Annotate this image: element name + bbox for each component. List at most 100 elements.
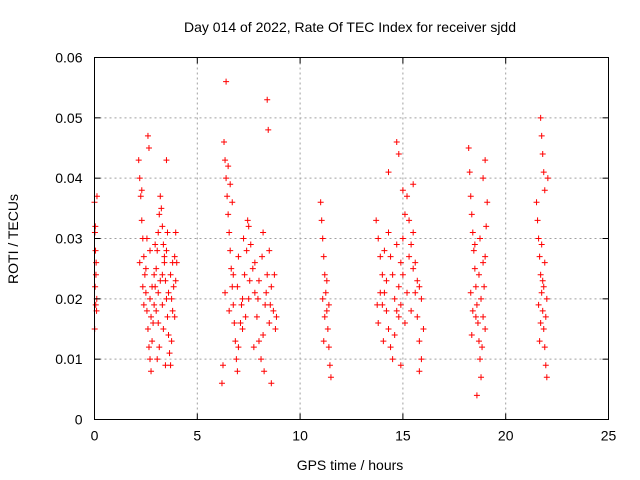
data-point bbox=[406, 217, 413, 224]
data-point bbox=[253, 313, 260, 320]
data-point bbox=[268, 283, 275, 290]
data-point bbox=[163, 295, 170, 302]
data-point bbox=[399, 235, 406, 242]
y-tick-label: 0.05 bbox=[55, 110, 82, 126]
data-point bbox=[159, 271, 166, 278]
data-point bbox=[379, 271, 386, 278]
data-point bbox=[226, 307, 233, 314]
data-point bbox=[231, 319, 238, 326]
data-point bbox=[540, 326, 547, 332]
data-point bbox=[92, 247, 99, 254]
data-point bbox=[160, 241, 167, 248]
data-point bbox=[391, 295, 398, 302]
data-point bbox=[468, 211, 475, 218]
data-point bbox=[224, 193, 231, 200]
data-point bbox=[320, 253, 327, 260]
y-tick-label: 0.03 bbox=[55, 231, 82, 247]
data-point bbox=[265, 126, 272, 133]
data-point bbox=[226, 229, 233, 236]
data-point bbox=[235, 344, 242, 351]
data-point bbox=[321, 271, 328, 278]
data-point bbox=[157, 193, 164, 200]
data-point bbox=[149, 338, 156, 345]
data-point bbox=[474, 319, 481, 326]
y-tick-label: 0.06 bbox=[55, 50, 82, 66]
data-point bbox=[399, 271, 406, 278]
data-point bbox=[170, 283, 177, 290]
data-point bbox=[165, 289, 172, 296]
data-point bbox=[380, 338, 387, 345]
data-point bbox=[479, 344, 486, 351]
data-point bbox=[162, 362, 169, 369]
data-point bbox=[225, 163, 232, 170]
data-point bbox=[263, 289, 270, 296]
y-axis-label: ROTI / TECUs bbox=[5, 194, 21, 284]
data-point bbox=[416, 283, 423, 290]
data-point bbox=[218, 380, 225, 387]
data-point bbox=[165, 332, 172, 339]
data-point bbox=[467, 289, 474, 296]
y-tick-label: 0.01 bbox=[55, 351, 82, 367]
data-point bbox=[234, 368, 241, 375]
data-point bbox=[155, 289, 162, 296]
data-point bbox=[472, 313, 479, 320]
data-point bbox=[154, 356, 161, 363]
data-point bbox=[397, 362, 404, 369]
x-tick-label: 0 bbox=[91, 428, 99, 444]
data-point bbox=[408, 241, 415, 248]
data-point bbox=[319, 295, 326, 302]
data-point bbox=[164, 313, 171, 320]
x-tick-label: 20 bbox=[498, 428, 514, 444]
data-point bbox=[319, 235, 326, 242]
data-point bbox=[389, 356, 396, 363]
data-point bbox=[469, 307, 476, 314]
data-point bbox=[139, 283, 146, 290]
data-point bbox=[540, 169, 547, 176]
data-point bbox=[255, 277, 262, 284]
data-point bbox=[145, 145, 152, 151]
data-point bbox=[244, 217, 251, 224]
data-point bbox=[232, 338, 239, 345]
data-point bbox=[385, 169, 392, 176]
data-point bbox=[471, 241, 478, 248]
data-point bbox=[542, 362, 549, 369]
data-point bbox=[255, 338, 262, 345]
data-point bbox=[228, 265, 235, 272]
data-point bbox=[533, 199, 540, 206]
data-point bbox=[227, 181, 234, 188]
data-points bbox=[91, 78, 551, 399]
data-point bbox=[250, 344, 257, 351]
data-point bbox=[482, 253, 489, 260]
data-point bbox=[267, 301, 274, 308]
data-point bbox=[149, 283, 156, 290]
data-point bbox=[470, 247, 477, 254]
x-tick-label: 10 bbox=[292, 428, 308, 444]
data-point bbox=[321, 313, 328, 320]
data-point bbox=[397, 301, 404, 308]
data-point bbox=[322, 289, 329, 296]
data-point bbox=[239, 326, 246, 332]
data-point bbox=[418, 356, 425, 363]
data-point bbox=[385, 229, 392, 236]
data-point bbox=[477, 235, 483, 242]
data-point bbox=[222, 289, 229, 296]
data-point bbox=[408, 307, 415, 314]
data-point bbox=[467, 193, 474, 200]
data-point bbox=[243, 247, 250, 254]
data-point bbox=[393, 138, 400, 145]
data-point bbox=[138, 217, 145, 224]
data-point bbox=[233, 356, 240, 363]
data-point bbox=[471, 265, 478, 272]
data-point bbox=[477, 356, 483, 363]
data-point bbox=[259, 253, 266, 260]
data-point bbox=[227, 247, 234, 254]
data-point bbox=[220, 362, 226, 369]
data-point bbox=[168, 338, 175, 345]
data-point bbox=[230, 271, 237, 278]
data-point bbox=[483, 223, 490, 230]
data-point bbox=[229, 199, 236, 206]
data-point bbox=[221, 138, 228, 145]
data-point bbox=[414, 277, 421, 284]
data-point bbox=[327, 374, 334, 381]
data-point bbox=[412, 289, 419, 296]
